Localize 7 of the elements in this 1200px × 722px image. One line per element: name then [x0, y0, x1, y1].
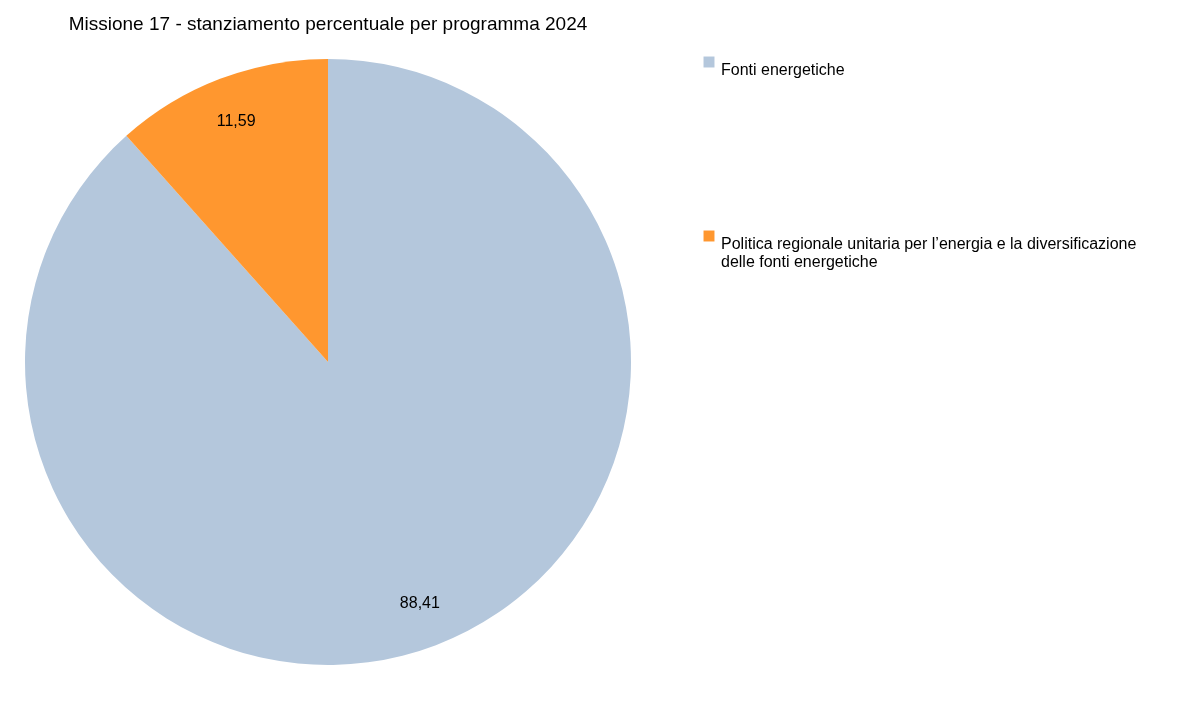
legend-label: Fonti energetiche	[721, 61, 845, 78]
chart-title: Missione 17 - stanziamento percentuale per programma 2024	[68, 13, 588, 34]
data-label: 11,59	[216, 111, 256, 129]
legend-label: Politica regionale unitaria per l’energia e la diversificazione delle fonti energetiche	[721, 235, 1137, 270]
pie-slice	[25, 59, 631, 665]
pie-slice	[126, 59, 328, 362]
data-label: 88,41	[399, 594, 440, 612]
